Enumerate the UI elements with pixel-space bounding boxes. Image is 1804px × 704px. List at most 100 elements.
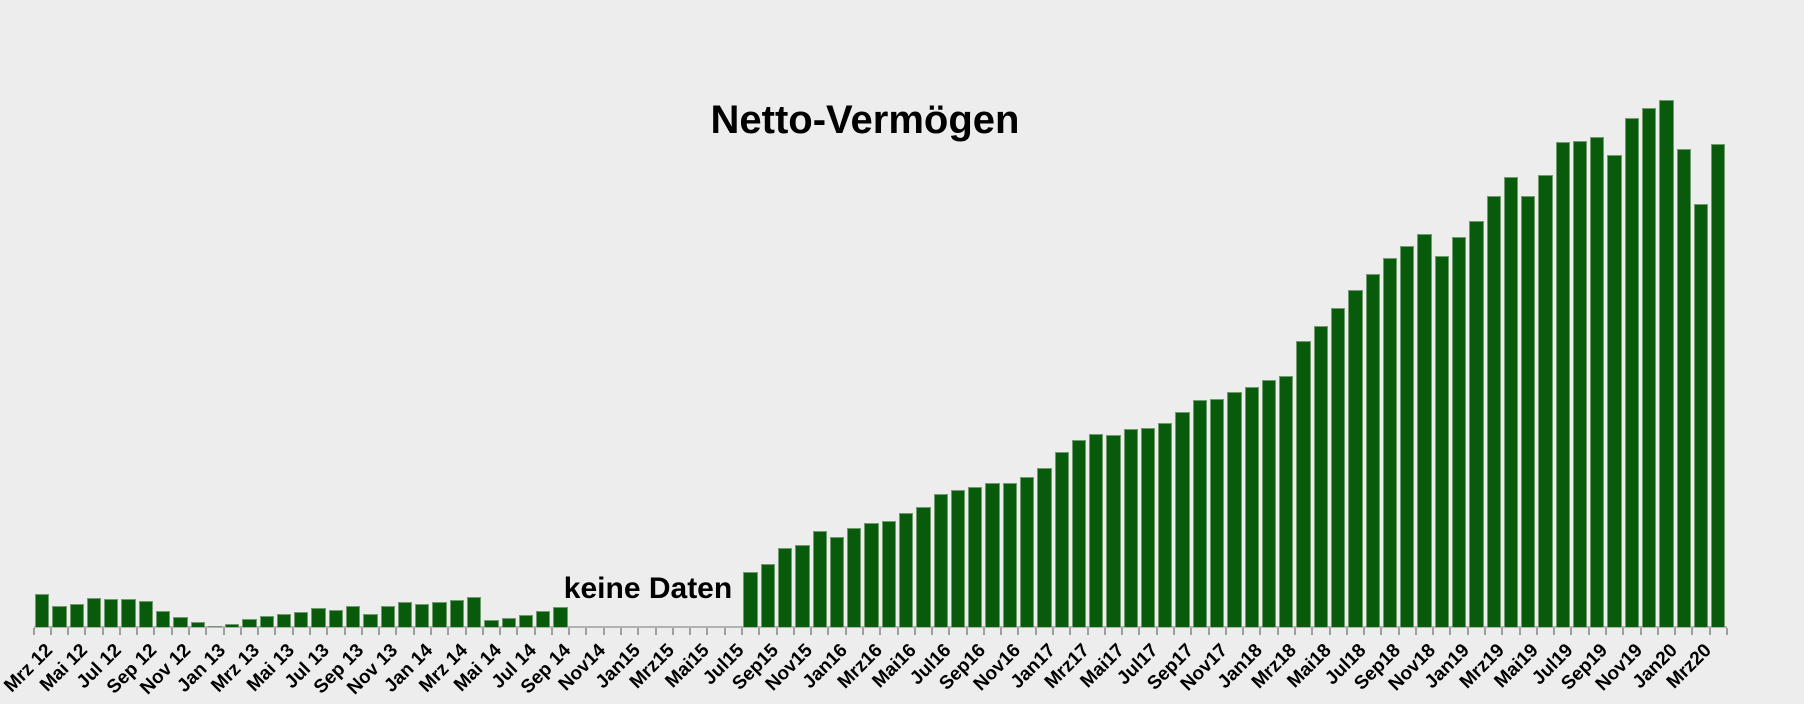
x-axis-tick xyxy=(1535,628,1538,635)
bar-mrz-12 xyxy=(35,594,50,627)
x-axis-tick xyxy=(913,628,916,635)
bar-sep-19 xyxy=(1590,137,1605,627)
x-axis-tick xyxy=(1293,628,1296,635)
bar-jul-14 xyxy=(518,615,534,627)
chart-title: Netto-Vermögen xyxy=(710,98,1020,142)
bar-sep-15 xyxy=(760,564,776,627)
bar-jul-18 xyxy=(1348,290,1363,627)
bar-mrz-20 xyxy=(1693,204,1709,627)
x-axis-tick xyxy=(1242,628,1245,635)
x-axis-tick xyxy=(1190,628,1193,635)
bar-nov-19 xyxy=(1624,118,1640,627)
x-axis-tick xyxy=(810,628,813,635)
bar-jun-17 xyxy=(1123,429,1138,627)
x-axis-tick xyxy=(1432,628,1435,635)
bar-nov-15 xyxy=(795,545,810,627)
x-axis-tick xyxy=(706,628,709,635)
x-axis-tick xyxy=(602,628,605,635)
x-axis-tick xyxy=(1380,628,1383,635)
bar-mrz-18 xyxy=(1279,376,1294,627)
x-axis-tick xyxy=(291,628,294,635)
bar-jan-14 xyxy=(415,604,430,627)
bar-jan-18 xyxy=(1244,387,1259,627)
bar-nov-16 xyxy=(1002,483,1017,627)
x-axis-tick xyxy=(654,628,657,635)
x-axis-tick xyxy=(1501,628,1504,635)
bar-mai-16 xyxy=(899,513,914,627)
bar-aug-12 xyxy=(121,599,136,627)
bar-sep-16 xyxy=(968,487,983,627)
x-axis-tick xyxy=(1276,628,1279,635)
bar-aug-19 xyxy=(1572,141,1588,627)
bar-nov-18 xyxy=(1417,234,1432,627)
bar-sep-13 xyxy=(346,606,361,627)
bar-sep-18 xyxy=(1382,258,1398,627)
bar-okt-16 xyxy=(985,483,1000,627)
bar-okt-13 xyxy=(363,614,378,627)
x-axis-tick xyxy=(1604,628,1607,635)
x-axis-tick xyxy=(637,628,640,635)
bar-aug-18 xyxy=(1365,274,1380,627)
bar-okt-19 xyxy=(1607,155,1622,627)
bar-sep-14 xyxy=(553,607,568,627)
x-axis-tick xyxy=(481,628,484,635)
x-axis-tick xyxy=(1172,628,1175,635)
bar-nov-13 xyxy=(380,606,395,627)
bar-apr-19 xyxy=(1503,177,1519,627)
bar-apr-13 xyxy=(259,616,274,627)
bar-nov-17 xyxy=(1210,399,1225,627)
bar-mai-14 xyxy=(484,620,499,627)
bar-apr-16 xyxy=(881,521,897,627)
bar-mai-18 xyxy=(1313,326,1329,627)
x-axis-tick xyxy=(499,628,502,635)
x-axis-tick xyxy=(84,628,87,635)
bar-mai-19 xyxy=(1521,196,1536,627)
x-axis-tick xyxy=(49,628,52,635)
x-axis-tick xyxy=(1121,628,1124,635)
bar-aug-15 xyxy=(743,572,758,627)
x-axis-tick xyxy=(861,628,864,635)
x-axis-tick xyxy=(1224,628,1227,635)
bar-jan-13 xyxy=(207,626,223,627)
x-axis-tick xyxy=(1656,628,1659,635)
x-axis-tick xyxy=(412,628,415,635)
x-axis-tick xyxy=(792,628,795,635)
x-axis-tick xyxy=(188,628,191,635)
bar-aug-14 xyxy=(536,611,551,627)
bar-feb-16 xyxy=(847,528,862,627)
bar-okt-17 xyxy=(1192,400,1208,627)
bar-feb-19 xyxy=(1469,221,1484,627)
x-axis-tick xyxy=(239,628,242,635)
x-axis-tick xyxy=(67,628,70,635)
bar-aug-17 xyxy=(1158,423,1173,627)
x-axis-tick xyxy=(948,628,951,635)
bar-jun-12 xyxy=(86,598,102,627)
bar-mrz-16 xyxy=(864,523,879,627)
x-axis-tick xyxy=(1639,628,1642,635)
bar-jul-12 xyxy=(104,599,119,627)
x-axis-tick xyxy=(931,628,934,635)
x-axis-tick xyxy=(136,628,139,635)
x-axis-tick xyxy=(464,628,467,635)
bar-apr-14 xyxy=(467,597,482,627)
x-axis-tick xyxy=(1034,628,1037,635)
bar-jul-13 xyxy=(311,608,326,627)
bar-aug-13 xyxy=(328,610,344,627)
x-axis-tick xyxy=(1052,628,1055,635)
x-axis-tick xyxy=(1570,628,1573,635)
x-axis-tick xyxy=(1207,628,1210,635)
x-axis-tick xyxy=(758,628,761,635)
bar-okt-12 xyxy=(155,611,171,627)
bar-apr-12 xyxy=(52,606,67,627)
x-axis-tick xyxy=(1553,628,1556,635)
x-axis-tick xyxy=(1311,628,1314,635)
bar-mai-13 xyxy=(276,614,292,627)
bar-mrz-17 xyxy=(1071,440,1087,627)
bar-jul-17 xyxy=(1140,428,1156,627)
bar-apr-20 xyxy=(1711,144,1726,627)
bar-dez-15 xyxy=(812,531,827,627)
bar-jun-18 xyxy=(1331,308,1346,627)
x-axis-tick xyxy=(257,628,260,635)
x-axis-tick xyxy=(1259,628,1262,635)
